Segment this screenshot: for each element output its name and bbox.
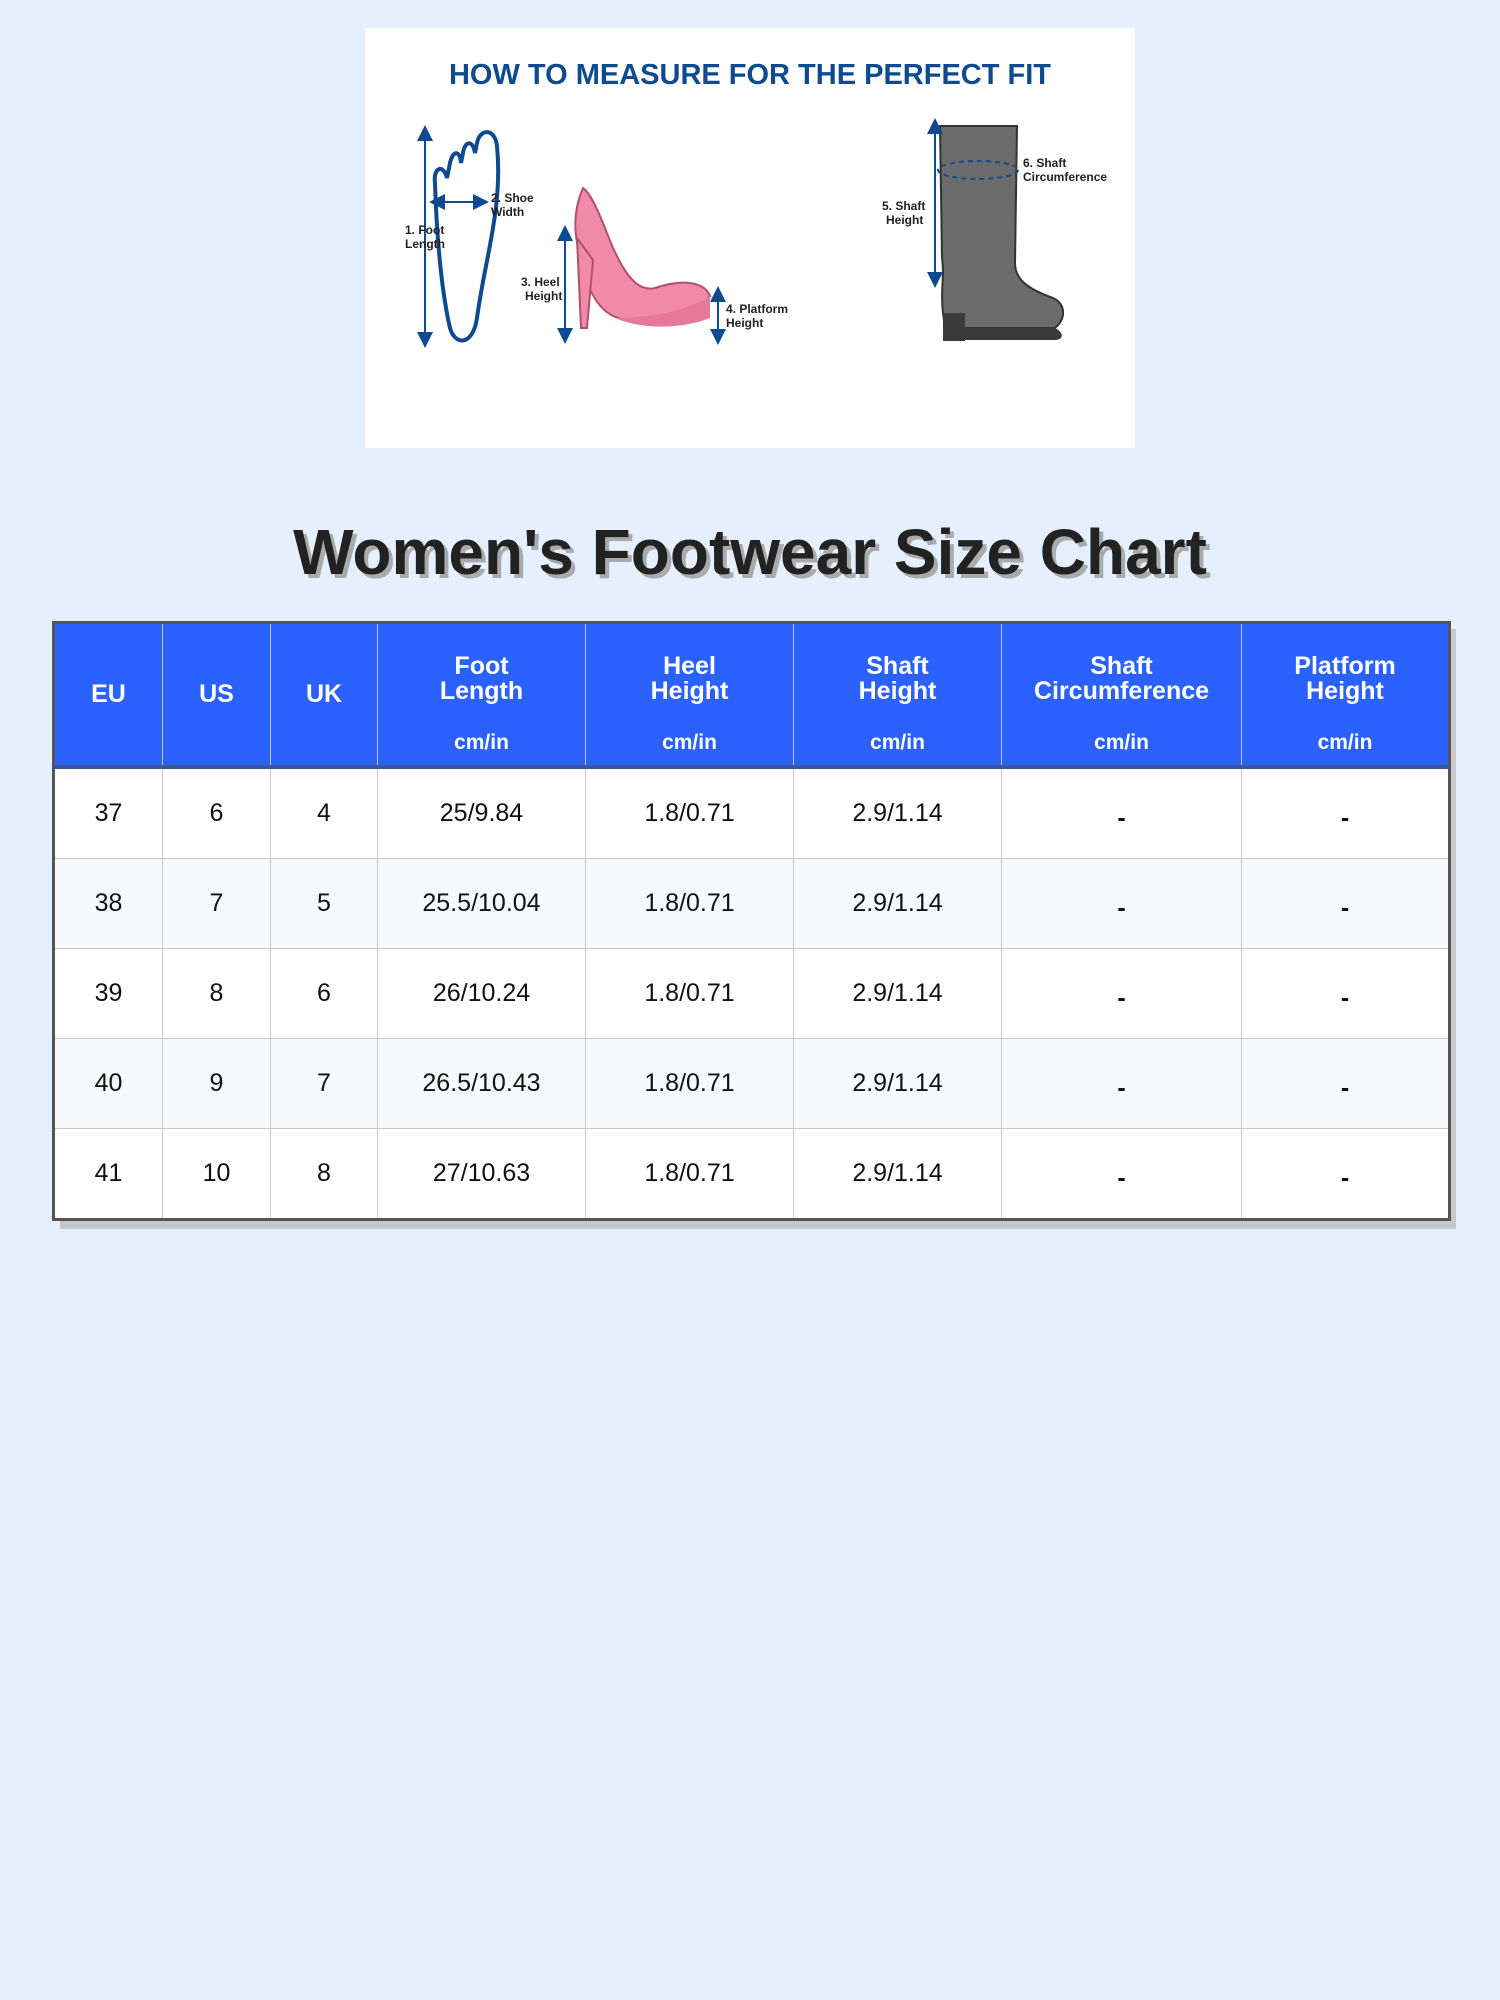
column-header: Foot Length cm/in xyxy=(377,622,586,769)
table-cell: - xyxy=(1241,858,1450,949)
page-title: Women's Footwear Size Chart xyxy=(293,516,1207,588)
column-unit: cm/in xyxy=(662,731,717,754)
table-cell: 2.9/1.14 xyxy=(793,1038,1002,1129)
column-header: US xyxy=(162,622,271,769)
column-unit: cm/in xyxy=(1094,731,1149,754)
guide-heading: HOW TO MEASURE FOR THE PERFECT FIT xyxy=(449,59,1051,91)
table-cell: 7 xyxy=(162,858,271,949)
column-name: EU xyxy=(91,680,126,708)
column-header: Platform Height cm/in xyxy=(1241,622,1450,769)
table-cell: 2.9/1.14 xyxy=(793,858,1002,949)
table-cell: 41 xyxy=(53,1128,163,1220)
table-cell: 6 xyxy=(270,948,378,1039)
measurement-illustration: HOW TO MEASURE FOR THE PERFECT FIT 1. Fo… xyxy=(405,59,1107,348)
table-cell: 27/10.63 xyxy=(377,1128,586,1220)
foot-outline-icon xyxy=(417,125,501,348)
table-cell: 40 xyxy=(53,1038,163,1129)
table-cell: 2.9/1.14 xyxy=(793,1128,1002,1220)
tall-boot-icon xyxy=(937,125,1064,341)
pump-shoe-icon xyxy=(574,186,712,329)
table-cell: 2.9/1.14 xyxy=(793,948,1002,1039)
table-row: 37 6 4 25/9.84 1.8/0.71 2.9/1.14- - xyxy=(53,766,1450,859)
table-cell: 7 xyxy=(270,1038,378,1129)
column-unit: cm/in xyxy=(454,731,509,754)
column-name: Platform Height xyxy=(1294,652,1396,705)
table-cell: 8 xyxy=(162,948,271,1039)
table-cell: - xyxy=(1001,948,1242,1039)
table-cell: 26/10.24 xyxy=(377,948,586,1039)
table-cell: - xyxy=(1001,766,1242,859)
table-row: 39 8 6 26/10.24 1.8/0.71 2.9/1.14- - xyxy=(53,948,1450,1039)
table-row: 40 9 7 26.5/10.43 1.8/0.71 2.9/1.14- - xyxy=(53,1038,1450,1129)
table-cell: 2.9/1.14 xyxy=(793,766,1002,859)
table-cell: - xyxy=(1241,766,1450,859)
measurement-guide-image: HOW TO MEASURE FOR THE PERFECT FIT 1. Fo… xyxy=(365,28,1135,448)
table-cell: 25/9.84 xyxy=(377,766,586,859)
table-cell: 37 xyxy=(53,766,163,859)
column-name: UK xyxy=(305,680,343,708)
table-cell: 25.5/10.04 xyxy=(377,858,586,949)
table-row: 41 10 8 27/10.63 1.8/0.71 2.9/1.14- - xyxy=(53,1128,1450,1220)
table-cell: - xyxy=(1001,858,1242,949)
table-cell: 8 xyxy=(270,1128,378,1220)
table-cell: 39 xyxy=(53,948,163,1039)
table-cell: - xyxy=(1241,1038,1450,1129)
column-name: Shaft Height xyxy=(858,652,937,705)
column-name: US xyxy=(199,680,234,708)
table-cell: 6 xyxy=(162,766,271,859)
table-cell: 5 xyxy=(270,858,378,949)
column-name: Foot Length xyxy=(439,652,524,705)
column-name: Shaft Circumference xyxy=(1033,652,1210,705)
table-cell: - xyxy=(1001,1038,1242,1129)
size-chart-table: EU US UK Foot Length cm/in Heel Height cm/in Shaf… xyxy=(52,621,1451,1221)
table-cell: - xyxy=(1241,948,1450,1039)
column-header: Shaft Circumference cm/in xyxy=(1001,622,1242,769)
column-header: Shaft Height cm/in xyxy=(793,622,1002,769)
column-unit: cm/in xyxy=(870,731,925,754)
table-cell: 1.8/0.71 xyxy=(585,948,794,1039)
table-cell: 1.8/0.71 xyxy=(585,766,794,859)
table-cell: 10 xyxy=(162,1128,271,1220)
column-header: EU xyxy=(53,622,163,769)
column-header: Heel Height cm/in xyxy=(585,622,794,769)
column-name: Heel Height xyxy=(650,652,729,705)
column-header: UK xyxy=(270,622,378,769)
table-cell: 9 xyxy=(162,1038,271,1129)
size-chart-table-container: EU US UK Foot Length cm/in Heel Height cm/in Shaf… xyxy=(52,621,1451,1221)
table-cell: 26.5/10.43 xyxy=(377,1038,586,1129)
table-cell: 1.8/0.71 xyxy=(585,1038,794,1129)
table-cell: - xyxy=(1241,1128,1450,1220)
table-header-row: EU US UK Foot Length cm/in Heel Height cm/in Shaf… xyxy=(53,622,1450,769)
table-cell: 38 xyxy=(53,858,163,949)
table-cell: 1.8/0.71 xyxy=(585,858,794,949)
table-cell: 4 xyxy=(270,766,378,859)
table-cell: 1.8/0.71 xyxy=(585,1128,794,1220)
table-cell: - xyxy=(1001,1128,1242,1220)
table-row: 38 7 5 25.5/10.04 1.8/0.71 2.9/1.14- - xyxy=(53,858,1450,949)
column-unit: cm/in xyxy=(1317,731,1373,754)
